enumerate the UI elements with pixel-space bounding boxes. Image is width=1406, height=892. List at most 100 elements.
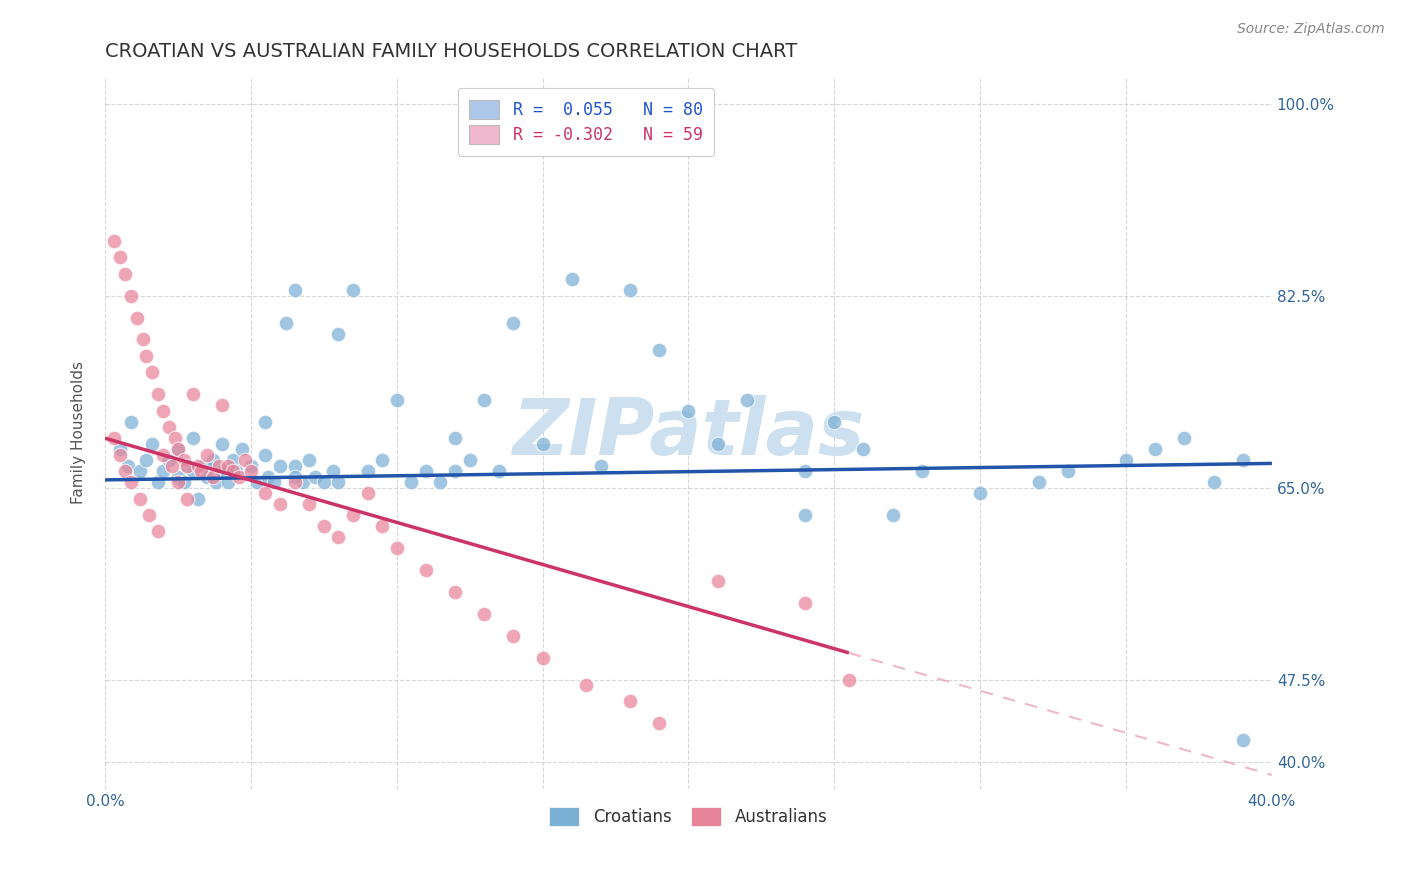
Point [356,486,378,500]
Point [328,326,350,341]
Point [838,673,860,687]
Point [648,343,671,358]
Point [531,436,554,450]
Point [444,584,467,599]
Point [502,629,524,643]
Point [298,453,321,467]
Point [201,469,224,483]
Point [371,453,394,467]
Y-axis label: Family Households: Family Households [72,361,86,504]
Point [160,458,183,473]
Point [969,486,991,500]
Point [211,436,233,450]
Point [328,475,350,489]
Point [444,464,467,478]
Point [146,387,169,401]
Point [1232,732,1254,747]
Point [231,442,253,457]
Legend: Croatians, Australians: Croatians, Australians [541,798,835,834]
Point [201,453,224,467]
Point [138,508,160,522]
Point [561,272,583,286]
Point [356,464,378,478]
Point [167,475,190,489]
Point [120,288,142,302]
Point [589,458,612,473]
Point [575,678,598,692]
Point [193,458,215,473]
Point [1232,453,1254,467]
Point [157,453,180,467]
Point [619,694,641,708]
Point [706,436,728,450]
Point [735,392,758,407]
Point [152,448,174,462]
Point [211,464,233,478]
Point [1173,431,1195,445]
Point [195,448,218,462]
Point [195,469,218,483]
Point [225,464,247,478]
Point [217,475,239,489]
Point [120,415,142,429]
Point [444,431,467,445]
Point [706,574,728,588]
Point [135,349,157,363]
Point [132,333,155,347]
Point [173,475,195,489]
Point [284,469,307,483]
Point [794,508,817,522]
Text: Source: ZipAtlas.com: Source: ZipAtlas.com [1237,22,1385,37]
Point [678,404,700,418]
Point [205,475,228,489]
Point [342,283,364,297]
Point [239,464,262,478]
Point [208,458,231,473]
Point [472,607,495,621]
Point [794,596,817,610]
Point [342,508,364,522]
Point [108,442,131,457]
Point [222,464,245,478]
Point [312,475,335,489]
Point [269,458,291,473]
Point [823,415,845,429]
Point [173,453,195,467]
Point [108,250,131,264]
Point [163,431,186,445]
Point [141,365,163,379]
Point [125,310,148,325]
Point [292,475,315,489]
Point [246,475,269,489]
Point [472,392,495,407]
Point [146,524,169,539]
Point [502,316,524,330]
Point [167,469,190,483]
Point [852,442,875,457]
Point [1028,475,1050,489]
Point [157,420,180,434]
Point [181,464,204,478]
Point [328,530,350,544]
Point [129,464,152,478]
Point [108,448,131,462]
Text: CROATIAN VS AUSTRALIAN FAMILY HOUSEHOLDS CORRELATION CHART: CROATIAN VS AUSTRALIAN FAMILY HOUSEHOLDS… [105,42,797,61]
Point [190,464,212,478]
Point [284,475,307,489]
Point [401,475,423,489]
Point [304,469,326,483]
Point [114,267,136,281]
Point [152,464,174,478]
Point [114,464,136,478]
Point [187,458,209,473]
Point [254,415,277,429]
Point [176,458,198,473]
Point [263,475,285,489]
Point [298,497,321,511]
Point [284,458,307,473]
Point [129,491,152,506]
Point [371,519,394,533]
Point [176,491,198,506]
Point [488,464,510,478]
Point [1144,442,1167,457]
